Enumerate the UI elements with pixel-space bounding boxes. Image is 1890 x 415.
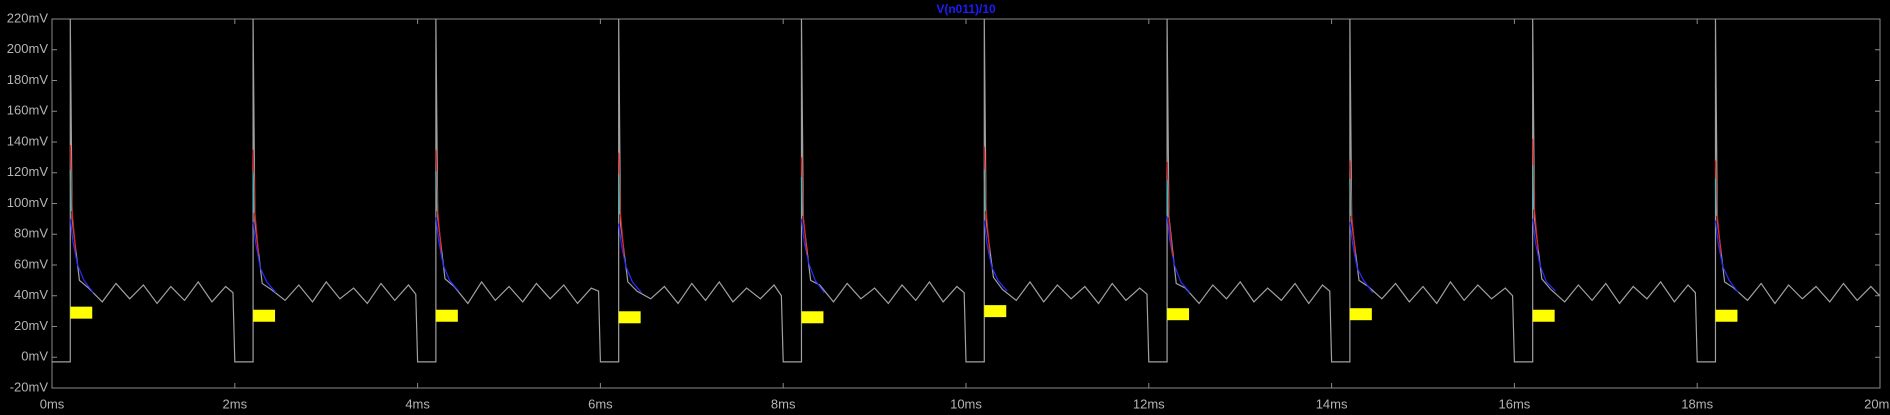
marker [618, 311, 641, 324]
y-tick-label: 120mV [7, 164, 49, 179]
trace [69, 165, 1717, 218]
y-tick-label: 40mV [14, 287, 48, 302]
marker [253, 309, 276, 322]
plot-frame [51, 18, 1881, 389]
marker [435, 309, 458, 322]
trace [69, 138, 1722, 256]
y-tick-label: -20mV [10, 379, 49, 394]
y-tick-label: 100mV [7, 195, 49, 210]
marker [984, 305, 1007, 318]
x-tick-label: 20ms [1864, 396, 1890, 411]
y-tick-label: 220mV [7, 10, 49, 25]
y-tick-label: 20mV [14, 318, 48, 333]
x-tick-label: 6ms [588, 396, 613, 411]
x-tick-label: 14ms [1316, 396, 1348, 411]
y-tick-label: 80mV [14, 226, 48, 241]
marker [1715, 309, 1738, 322]
y-tick-label: 60mV [14, 256, 48, 271]
y-tick-label: 160mV [7, 103, 49, 118]
trace [69, 215, 1739, 294]
trace [52, 19, 1880, 363]
marker [1532, 309, 1555, 322]
y-tick-label: 0mV [21, 349, 48, 364]
x-tick-label: 0ms [40, 396, 65, 411]
y-tick-label: 140mV [7, 133, 49, 148]
x-tick-label: 4ms [405, 396, 430, 411]
y-tick-label: 180mV [7, 72, 49, 87]
marker [1167, 308, 1190, 321]
x-tick-label: 10ms [950, 396, 982, 411]
x-tick-label: 8ms [771, 396, 796, 411]
y-tick-label: 200mV [7, 41, 49, 56]
marker [1349, 308, 1372, 321]
x-tick-label: 18ms [1681, 396, 1713, 411]
x-tick-label: 2ms [223, 396, 248, 411]
trace-label[interactable]: V(n011)/10 [936, 2, 996, 16]
x-tick-label: 12ms [1133, 396, 1165, 411]
marker [801, 311, 824, 324]
x-tick-label: 16ms [1499, 396, 1531, 411]
marker [70, 306, 93, 319]
